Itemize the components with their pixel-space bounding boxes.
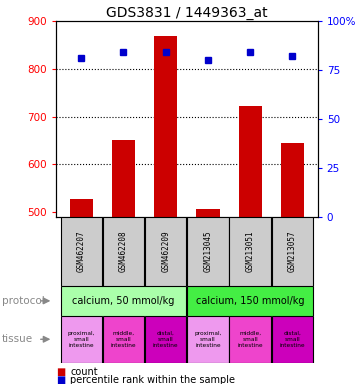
Text: proximal,
small
intestine: proximal, small intestine: [68, 331, 95, 348]
Title: GDS3831 / 1449363_at: GDS3831 / 1449363_at: [106, 6, 268, 20]
Text: GSM462208: GSM462208: [119, 231, 128, 272]
Bar: [187, 217, 229, 286]
Bar: [154, 36, 177, 217]
Text: GSM213051: GSM213051: [245, 231, 255, 272]
Bar: [145, 316, 186, 363]
Bar: [70, 199, 93, 217]
Bar: [145, 217, 186, 286]
Bar: [187, 286, 313, 316]
Bar: [61, 316, 102, 363]
Bar: [281, 143, 304, 217]
Bar: [61, 217, 102, 286]
Text: calcium, 50 mmol/kg: calcium, 50 mmol/kg: [72, 296, 175, 306]
Text: ■: ■: [56, 375, 65, 384]
Bar: [272, 217, 313, 286]
Text: distal,
small
intestine: distal, small intestine: [153, 331, 179, 348]
Text: middle,
small
intestine: middle, small intestine: [111, 331, 136, 348]
Text: tissue: tissue: [2, 334, 33, 344]
Bar: [272, 316, 313, 363]
Bar: [103, 217, 144, 286]
Text: middle,
small
intestine: middle, small intestine: [237, 331, 263, 348]
Text: count: count: [70, 367, 98, 377]
Bar: [196, 209, 219, 217]
Bar: [61, 286, 186, 316]
Text: GSM213057: GSM213057: [288, 231, 297, 272]
Text: GSM462209: GSM462209: [161, 231, 170, 272]
Text: GSM462207: GSM462207: [77, 231, 86, 272]
Text: calcium, 150 mmol/kg: calcium, 150 mmol/kg: [196, 296, 304, 306]
Bar: [239, 106, 262, 217]
Text: protocol: protocol: [2, 296, 44, 306]
Bar: [230, 316, 271, 363]
Bar: [230, 217, 271, 286]
Text: GSM213045: GSM213045: [204, 231, 212, 272]
Text: percentile rank within the sample: percentile rank within the sample: [70, 375, 235, 384]
Text: proximal,
small
intestine: proximal, small intestine: [194, 331, 222, 348]
Bar: [103, 316, 144, 363]
Bar: [187, 316, 229, 363]
Bar: [112, 140, 135, 217]
Text: distal,
small
intestine: distal, small intestine: [279, 331, 305, 348]
Text: ■: ■: [56, 367, 65, 377]
